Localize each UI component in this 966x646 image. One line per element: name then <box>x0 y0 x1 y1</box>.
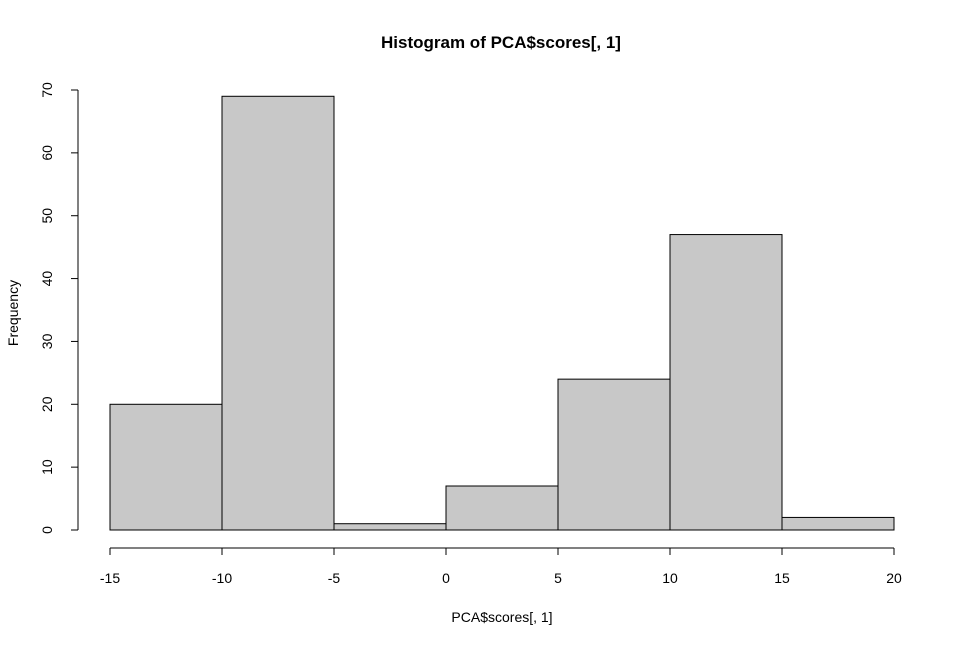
y-axis: 0 10 20 30 40 50 60 70 <box>39 82 79 534</box>
y-tick-label: 50 <box>39 208 55 224</box>
x-tick-label: 20 <box>886 570 902 586</box>
histogram-bar <box>109 403 223 531</box>
chart-title: Histogram of PCA$scores[, 1] <box>381 33 621 52</box>
y-axis-label: Frequency <box>5 280 21 346</box>
y-tick-label: 60 <box>39 145 55 161</box>
x-tick-label: 0 <box>442 570 450 586</box>
x-tick-label: -10 <box>212 570 232 586</box>
histogram-bar <box>669 234 783 531</box>
x-tick-label: -15 <box>100 570 120 586</box>
histogram-bar <box>557 378 671 531</box>
y-tick-label: 40 <box>39 271 55 287</box>
x-tick-label: 10 <box>662 570 678 586</box>
x-tick-label: -5 <box>328 570 341 586</box>
y-tick-label: 20 <box>39 396 55 412</box>
y-tick-label: 30 <box>39 333 55 349</box>
x-tick-label: 5 <box>554 570 562 586</box>
histogram-bar <box>221 95 335 531</box>
y-tick-label: 10 <box>39 459 55 475</box>
y-tick-label: 70 <box>39 82 55 98</box>
y-tick-label: 0 <box>39 526 55 534</box>
histogram-bar <box>333 523 447 531</box>
x-axis-label: PCA$scores[, 1] <box>451 609 552 625</box>
x-axis: -15 -10 -5 0 5 10 15 20 <box>100 547 902 586</box>
bars-group <box>109 95 895 531</box>
x-tick-label: 15 <box>774 570 790 586</box>
histogram-bar <box>781 516 895 531</box>
histogram-bar <box>445 485 559 531</box>
